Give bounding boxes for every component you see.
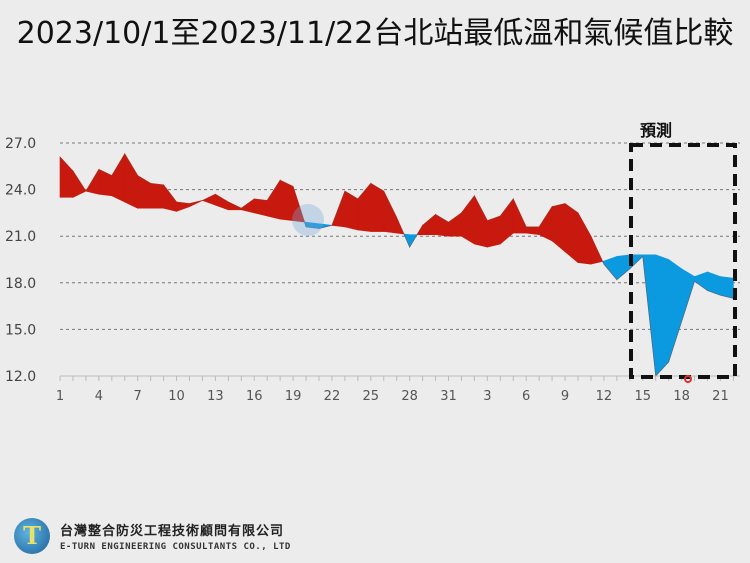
- diff-area-segment: [137, 175, 151, 209]
- diff-area-segment: [383, 191, 398, 234]
- diff-area-segment: [616, 254, 631, 281]
- diff-area-segment: [215, 193, 229, 211]
- x-tick-label: 21: [712, 389, 729, 404]
- diff-area-segment: [655, 254, 669, 377]
- diff-area-segment: [448, 212, 462, 237]
- diff-area-segment: [525, 226, 540, 235]
- diff-area-segment: [564, 202, 579, 264]
- diff-area-segment: [370, 182, 385, 232]
- diff-area-segment: [577, 211, 592, 265]
- x-tick-label: 13: [207, 389, 224, 404]
- x-tick-label: 18: [673, 389, 690, 404]
- diff-area-segment: [72, 169, 87, 198]
- y-tick-label: 24.0: [5, 183, 36, 199]
- diff-area-segment: [422, 213, 436, 235]
- x-tick-label: 22: [324, 389, 341, 404]
- x-tick-label: 10: [168, 389, 185, 404]
- diff-area-segment: [720, 276, 734, 299]
- chart-title: 2023/10/1至2023/11/22台北站最低溫和氣候值比較: [16, 16, 734, 51]
- diff-area-segment: [499, 198, 514, 245]
- diff-area-segment: [150, 183, 164, 209]
- diff-area-segment: [266, 179, 281, 220]
- diff-area-segment: [344, 190, 359, 231]
- x-tick-label: 3: [483, 389, 491, 404]
- x-tick-label: 31: [440, 389, 457, 404]
- diff-area-segment: [551, 203, 566, 253]
- eturn-logo-icon: T: [14, 518, 50, 554]
- diff-area-segment: [603, 255, 618, 281]
- gridlines: [60, 142, 740, 330]
- diff-area-segment: [98, 168, 113, 197]
- y-tick-label: 27.0: [5, 136, 36, 152]
- x-tick-label: 15: [634, 389, 651, 404]
- x-tick-label: 19: [285, 389, 302, 404]
- watermark-logo-icon: [292, 204, 324, 236]
- forecast-box: [629, 143, 737, 383]
- x-tick-label: 16: [246, 389, 263, 404]
- diff-area-segment: [474, 195, 488, 248]
- x-tick-label: 7: [134, 389, 142, 404]
- diff-area-segment: [59, 156, 74, 198]
- cursor-marker: [684, 375, 692, 383]
- forecast-label: 預測: [640, 121, 673, 140]
- axes: 12.0 15.0 18.0 21.0 24.0 27.0 1 4 7 10 13 16 19 22 25 2…: [5, 136, 740, 404]
- diff-area-segment: [111, 152, 126, 203]
- company-name-en: E-TURN ENGINEERING CONSULTANTS CO., LTD: [60, 542, 291, 552]
- x-tick-label: 28: [401, 389, 418, 404]
- observed-line: [59, 153, 734, 377]
- x-tick-label: 9: [561, 389, 569, 404]
- company-name-cn: 台灣整合防災工程技術顧問有限公司: [60, 524, 285, 539]
- diff-area-segment: [435, 213, 449, 237]
- y-tick-label: 12.0: [5, 369, 36, 385]
- x-tick-label: 4: [95, 389, 103, 404]
- x-tick-label: 1: [56, 389, 64, 404]
- diff-area-segment: [253, 198, 268, 217]
- diff-area-segment: [707, 271, 721, 296]
- diff-area-segment: [189, 200, 203, 208]
- x-tick-label: 12: [596, 389, 613, 404]
- diff-area-segment: [681, 268, 695, 322]
- x-tick-label: 6: [522, 389, 530, 404]
- diff-area-segment: [163, 184, 177, 212]
- forecast-region-box: [629, 143, 737, 379]
- diff-area-segment: [694, 271, 708, 292]
- company-footer: T 台灣整合防災工程技術顧問有限公司 E-TURN ENGINEERING CO…: [14, 518, 291, 554]
- diff-area-segment: [124, 152, 138, 209]
- diff-area-segment: [279, 179, 294, 222]
- diff-area-segment: [461, 194, 475, 245]
- diff-area-segment: [668, 258, 682, 363]
- y-tick-label: 21.0: [5, 229, 36, 245]
- diff-area-segment: [241, 198, 255, 214]
- difference-areas: [59, 152, 734, 377]
- y-tick-label: 15.0: [5, 322, 36, 338]
- y-tick-label: 18.0: [5, 276, 36, 292]
- diff-area-segment: [487, 215, 501, 248]
- x-tick-label: 25: [363, 389, 380, 404]
